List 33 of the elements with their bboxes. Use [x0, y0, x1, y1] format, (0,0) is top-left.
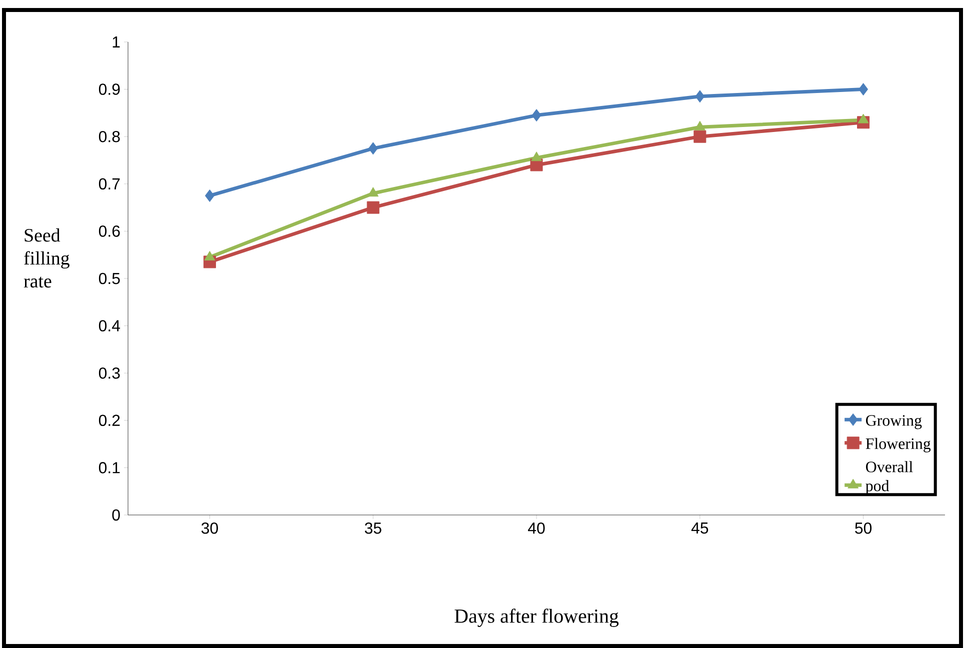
y-tick-label: 1 — [112, 36, 120, 48]
point — [366, 201, 380, 214]
legend-label: Overall pod — [866, 461, 913, 494]
y-tick-label: 0.8 — [98, 130, 120, 142]
y-tick-label: 0.9 — [98, 84, 120, 95]
y-tick-label: 0.5 — [98, 272, 120, 284]
y-tick-label: 0.6 — [98, 226, 120, 237]
point — [204, 189, 214, 202]
y-tick-label: 0 — [112, 509, 120, 521]
y-tick-label: 0.7 — [98, 178, 120, 190]
y-tick-label: 0.1 — [98, 462, 120, 474]
legend-label: Growing — [866, 415, 922, 430]
point — [858, 114, 869, 124]
point — [532, 109, 542, 122]
point — [695, 90, 705, 103]
point — [204, 250, 216, 260]
point — [368, 187, 379, 197]
x-tick-label: 40 — [528, 522, 545, 534]
x-tick-label: 30 — [201, 522, 218, 534]
point — [858, 83, 868, 96]
point — [368, 142, 378, 155]
x-tick-label: 45 — [691, 522, 708, 534]
y-axis-title: Seed filling rate — [24, 228, 70, 288]
x-tick-label: 35 — [364, 522, 382, 534]
y-tick-label: 0.4 — [98, 320, 120, 332]
point — [531, 152, 542, 162]
legend-label: Flowering — [866, 438, 931, 452]
point — [694, 130, 706, 143]
x-tick-label: 50 — [855, 522, 872, 534]
y-tick-label: 0.3 — [98, 367, 120, 379]
x-axis-title: Days after flowering — [454, 608, 619, 627]
y-tick-label: 0.2 — [98, 414, 120, 426]
point — [694, 120, 706, 130]
